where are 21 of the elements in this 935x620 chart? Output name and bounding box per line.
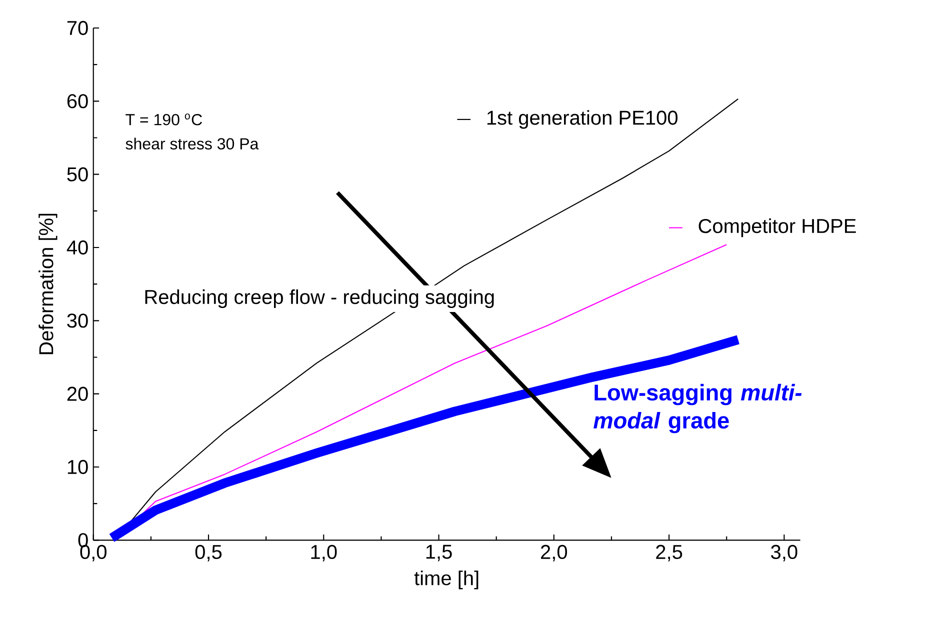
- x-tick-label: 1,5: [426, 544, 452, 562]
- x-tick-label: 2,5: [656, 544, 682, 562]
- y-tick-label: 10: [68, 460, 88, 474]
- legend-label: Competitor HDPE: [698, 218, 856, 237]
- x-tick-label: 0,5: [195, 544, 222, 562]
- x-axis-title: time [h]: [414, 570, 478, 590]
- y-tick-label: 50: [67, 167, 88, 182]
- x-tick-label: 1,0: [311, 544, 337, 562]
- y-tick-label: 60: [67, 94, 88, 108]
- annotation: Reducing creep flow - reducing sagging: [145, 289, 494, 308]
- y-axis-title: Deformation [%]: [38, 214, 58, 354]
- annotation: shear stress 30 Pa: [126, 138, 259, 150]
- y-tick-label: 70: [67, 20, 88, 35]
- x-tick-label: 2,0: [541, 544, 568, 562]
- y-tick-label: 20: [67, 386, 88, 401]
- legend-label: 1st generation PE100: [487, 110, 678, 129]
- y-tick-label: 30: [67, 313, 88, 328]
- text: Low-sagging multi-modal grade: [594, 384, 802, 434]
- y-tick-label: 40: [66, 240, 88, 254]
- annotation: T = 190 $^{o}$C: [126, 114, 202, 126]
- x-tick-label: 3,0: [771, 544, 798, 562]
